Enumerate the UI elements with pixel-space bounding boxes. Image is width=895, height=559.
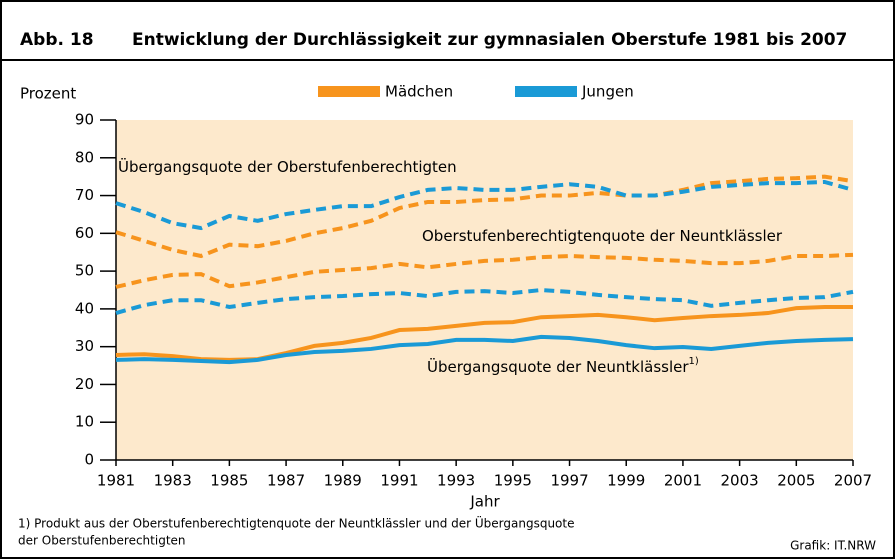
x-tick-label: 1985 <box>210 472 248 490</box>
x-tick-label: 2001 <box>664 472 702 490</box>
series-line <box>115 252 854 289</box>
y-axis-label: Prozent <box>20 85 76 103</box>
series-line <box>115 334 854 365</box>
y-tick-label: 60 <box>75 224 94 242</box>
annotation: Oberstufenberechtigtenquote der Neuntklä… <box>422 227 783 245</box>
series-line <box>115 179 854 231</box>
y-tick-label: 0 <box>84 451 94 469</box>
x-tick-label: 2005 <box>777 472 815 490</box>
series-line <box>115 287 854 315</box>
x-tick-label: 1983 <box>154 472 192 490</box>
x-axis-label: Jahr <box>469 493 500 511</box>
legend-swatch <box>515 86 577 97</box>
x-tick-label: 1987 <box>267 472 305 490</box>
y-tick-label: 10 <box>75 413 94 431</box>
x-tick-label: 1981 <box>97 472 135 490</box>
y-tick-label: 80 <box>75 148 94 166</box>
annotation: Übergangsquote der Neuntklässler1) <box>427 356 699 376</box>
footnote: der Oberstufenberechtigten <box>18 534 186 548</box>
x-tick-label: 1991 <box>380 472 418 490</box>
x-tick-label: 1993 <box>437 472 475 490</box>
footnote: 1) Produkt aus der Oberstufenberechtigte… <box>18 515 574 531</box>
annotation-text: Übergangsquote der Neuntklässler <box>427 357 689 376</box>
annotation: Übergangsquote der Oberstufenberechtigte… <box>118 157 457 176</box>
source: Grafik: IT.NRW <box>790 539 876 553</box>
x-tick-label: 2007 <box>834 472 872 490</box>
y-tick-label: 70 <box>75 186 94 204</box>
y-tick-label: 50 <box>75 262 94 280</box>
y-tick-label: 30 <box>75 337 94 355</box>
x-tick-label: 1997 <box>550 472 588 490</box>
annotation-text: Übergangsquote der Oberstufenberechtigte… <box>118 157 457 176</box>
legend-swatch <box>318 86 380 97</box>
y-tick-label: 90 <box>75 111 94 129</box>
y-tick-label: 40 <box>75 299 94 317</box>
x-tick-label: 1995 <box>494 472 532 490</box>
annotation-text: Oberstufenberechtigtenquote der Neuntklä… <box>422 227 783 245</box>
figure-label: Abb. 18 <box>20 30 94 50</box>
chart-title: Entwicklung der Durchlässigkeit zur gymn… <box>132 30 847 50</box>
y-tick-label: 20 <box>75 375 94 393</box>
legend-label: Mädchen <box>385 83 453 101</box>
legend-label: Jungen <box>581 83 634 101</box>
annotation-note: 1) <box>689 356 699 367</box>
x-tick-label: 2003 <box>721 472 759 490</box>
x-tick-label: 1999 <box>607 472 645 490</box>
x-tick-label: 1989 <box>324 472 362 490</box>
series-line <box>115 174 854 259</box>
